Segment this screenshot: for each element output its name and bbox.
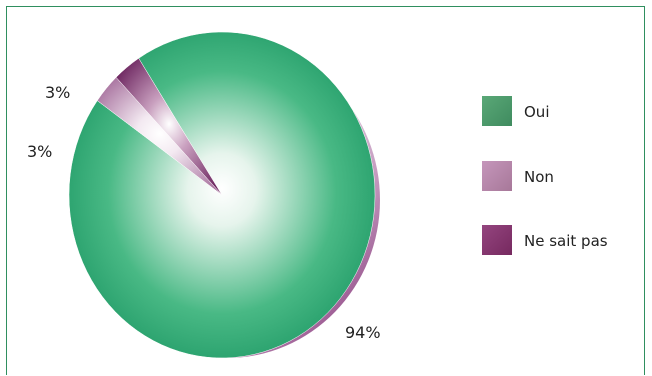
legend: Oui Non Ne sait pas	[482, 96, 608, 255]
data-label-non: 3%	[27, 142, 52, 161]
data-label-oui: 94%	[345, 323, 381, 342]
legend-label-non: Non	[524, 168, 554, 186]
legend-label-ne-sait-pas: Ne sait pas	[524, 232, 608, 250]
data-label-ne-sait-pas: 3%	[45, 83, 70, 102]
legend-swatch-oui	[482, 96, 512, 126]
pie-slice-ne-sait-pas	[115, 57, 223, 196]
legend-swatch-non	[482, 161, 512, 191]
legend-swatch-ne-sait-pas	[482, 225, 512, 255]
chart-frame	[6, 6, 645, 375]
legend-label-oui: Oui	[524, 103, 549, 121]
